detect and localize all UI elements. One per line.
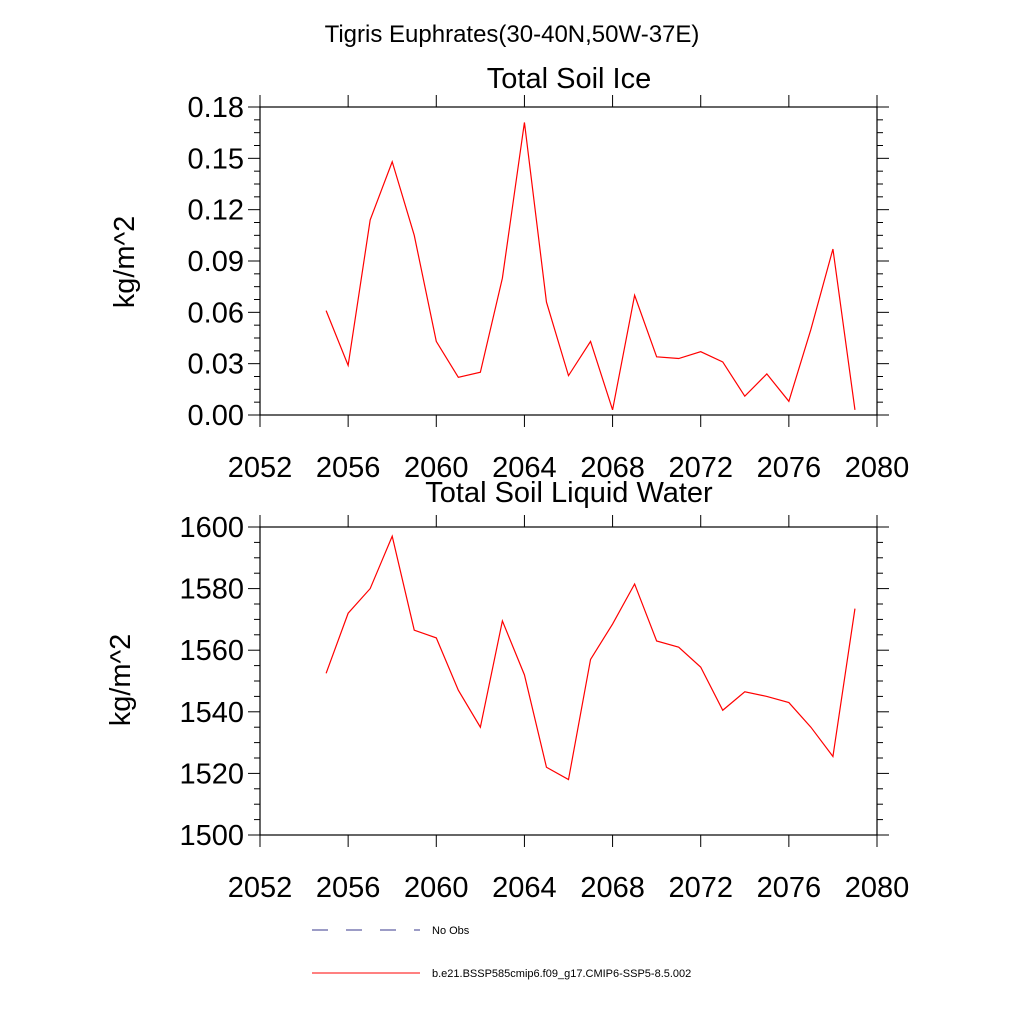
soil-liquid-water-panel: Total Soil Liquid Water kg/m^2 2052 2056 2… [105, 477, 909, 904]
soil-ice-ylabel: kg/m^2 [109, 216, 141, 309]
figure-title: Tigris Euphrates(30-40N,50W-37E) [325, 21, 700, 48]
soil-ice-ticks [248, 95, 889, 427]
soil-ice-series-line [325, 122, 856, 411]
soil-ice-x-tick-label: 2072 [668, 452, 733, 484]
soil-ice-y-tick-label: 0.09 [188, 246, 244, 278]
soil-liquid-water-x-tick-label: 2072 [668, 872, 733, 904]
soil-ice-x-tick-label: 2064 [492, 452, 557, 484]
soil-liquid-water-x-tick-label: 2060 [404, 872, 469, 904]
soil-liquid-water-plot-frame [259, 526, 878, 836]
soil-ice-y-tick-label: 0.03 [188, 349, 244, 381]
legend-label-no-obs: No Obs [432, 925, 470, 937]
soil-liquid-water-y-tick-label: 1600 [179, 512, 244, 544]
legend-label-model: b.e21.BSSP585cmip6.f09_g17.CMIP6-SSP5-8.… [432, 968, 691, 980]
soil-liquid-water-series-line [325, 534, 856, 781]
soil-ice-y-tick-label: 0.12 [188, 195, 244, 227]
soil-liquid-water-series [325, 534, 856, 781]
soil-liquid-water-x-tick-label: 2076 [757, 872, 822, 904]
soil-ice-title: Total Soil Ice [487, 63, 651, 95]
soil-liquid-water-ylabel: kg/m^2 [105, 634, 137, 727]
soil-ice-series [325, 122, 856, 411]
soil-ice-x-tick-label: 2080 [845, 452, 910, 484]
soil-ice-x-tick-label: 2060 [404, 452, 469, 484]
soil-ice-y-tick-label: 0.00 [188, 400, 244, 432]
soil-ice-panel: Total Soil Ice kg/m^2 2052 2056 2060 2064 20… [109, 63, 909, 484]
soil-ice-x-tick-label: 2068 [580, 452, 645, 484]
soil-liquid-water-y-tick-label: 1500 [179, 820, 244, 852]
soil-liquid-water-x-tick-label: 2056 [316, 872, 381, 904]
soil-liquid-water-x-tick-label: 2080 [845, 872, 910, 904]
soil-ice-x-tick-label: 2076 [757, 452, 822, 484]
soil-liquid-water-ticks [248, 515, 889, 847]
legend: No Obs b.e21.BSSP585cmip6.f09_g17.CMIP6-… [312, 925, 691, 980]
soil-liquid-water-tick-labels: 2052 2056 2060 2064 2068 2072 2076 2080 1500 1520… [179, 512, 909, 904]
soil-liquid-water-y-tick-label: 1580 [179, 574, 244, 606]
soil-liquid-water-x-tick-label: 2052 [228, 872, 293, 904]
soil-liquid-water-x-tick-label: 2064 [492, 872, 557, 904]
soil-liquid-water-title: Total Soil Liquid Water [425, 477, 713, 509]
soil-liquid-water-y-tick-label: 1560 [179, 635, 244, 667]
soil-ice-x-tick-label: 2056 [316, 452, 381, 484]
soil-ice-y-tick-label: 0.15 [188, 143, 244, 175]
soil-ice-plot-frame [259, 106, 878, 416]
soil-liquid-water-x-tick-label: 2068 [580, 872, 645, 904]
soil-liquid-water-y-tick-label: 1540 [179, 697, 244, 729]
soil-liquid-water-y-tick-label: 1520 [179, 758, 244, 790]
soil-ice-y-tick-label: 0.06 [188, 297, 244, 329]
soil-ice-tick-labels: 2052 2056 2060 2064 2068 2072 2076 2080 0.00 0.03… [188, 92, 910, 484]
soil-ice-x-tick-label: 2052 [228, 452, 293, 484]
soil-ice-y-tick-label: 0.18 [188, 92, 244, 124]
